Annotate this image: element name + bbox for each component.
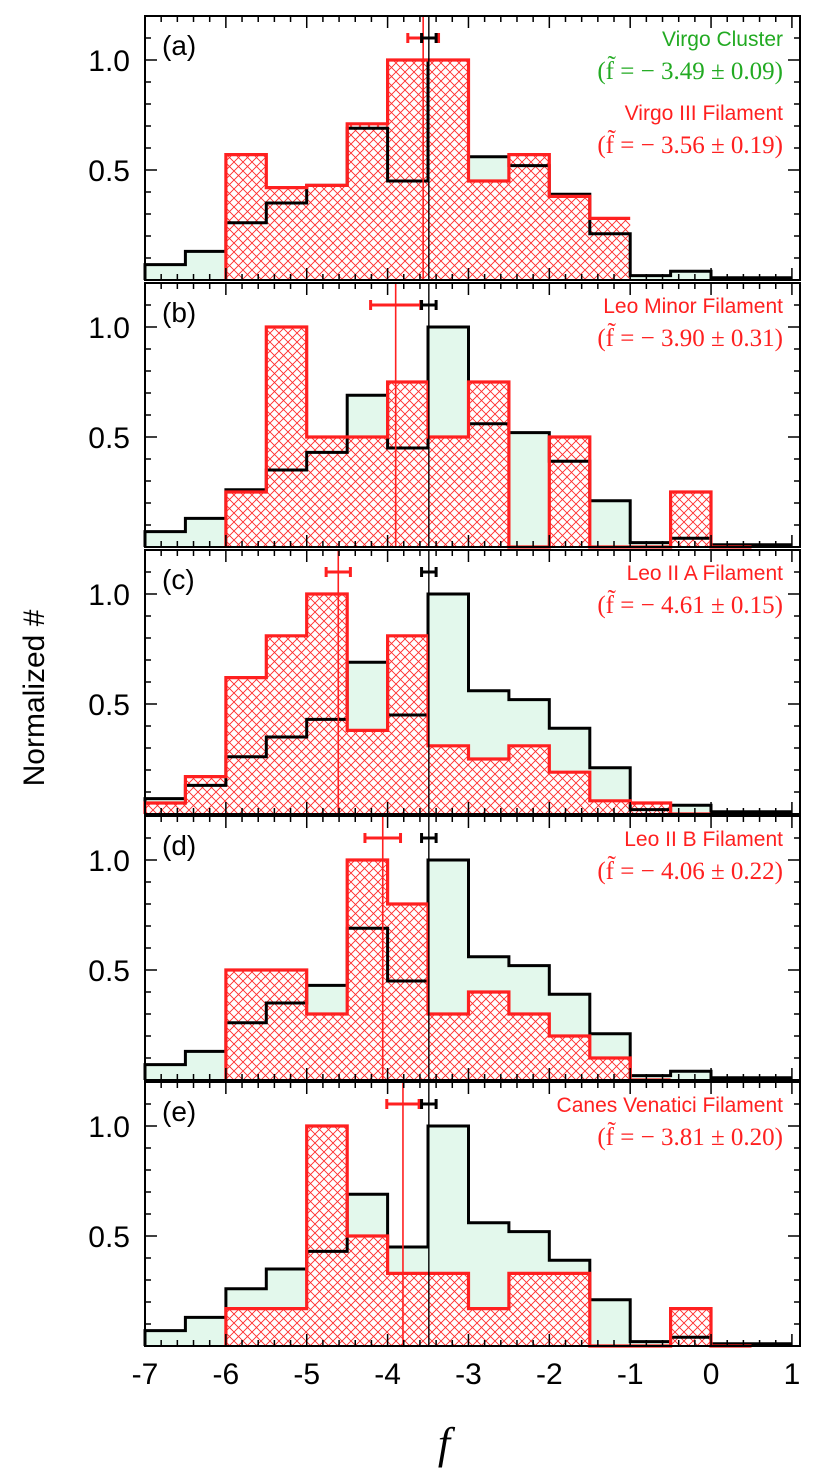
filament-legend-value: (f̃ = − 3.90 ± 0.31): [597, 323, 783, 352]
y-tick-label: 1.0: [88, 1111, 130, 1144]
y-tick-label: 0.5: [88, 155, 130, 188]
filament-histogram-hatch: [225, 1126, 752, 1346]
x-tick-label: -2: [536, 1358, 563, 1391]
cluster-legend-value: (f̃ = − 3.49 ± 0.09): [597, 56, 783, 85]
x-tick-label: -1: [617, 1358, 644, 1391]
x-tick-label: 1: [784, 1358, 801, 1391]
panel-e: 0.5 1.0 (e) Canes Venatici Filament (f̃ = − …: [88, 1081, 801, 1348]
panels: 0.5 1.0 (a) Virgo Cluster (f̃ = − 3.49 ± 0.0…: [88, 15, 801, 1391]
y-tick-label: 0.5: [88, 422, 130, 455]
x-tick-label: -6: [213, 1358, 240, 1391]
panel-label: (a): [162, 30, 196, 61]
y-axis-label: Normalized #: [18, 609, 51, 786]
panel-label: (e): [162, 1096, 196, 1127]
panel-b: 0.5 1.0 (b) Leo Minor Filament (f̃ = − 3.90 …: [88, 282, 801, 549]
panel-label: (c): [162, 564, 195, 595]
filament-legend-name: Leo II B Filament: [624, 828, 783, 851]
filament-legend-name: Virgo III Filament: [625, 102, 784, 125]
panel-label: (b): [162, 297, 196, 328]
filament-legend-name: Canes Venatici Filament: [557, 1094, 784, 1117]
panel-label: (d): [162, 830, 196, 861]
filament-legend-value: (f̃ = − 4.06 ± 0.22): [597, 856, 783, 885]
filament-histogram-line: [224, 58, 631, 280]
y-tick-label: 0.5: [88, 955, 130, 988]
x-axis-label: f: [438, 1419, 456, 1468]
filament-histogram-line: [143, 592, 711, 816]
filament-histogram-line: [224, 858, 671, 1082]
filament-legend-value: (f̃ = − 3.56 ± 0.19): [597, 130, 783, 159]
filament-histogram-hatch: [225, 327, 752, 547]
y-tick-label: 1.0: [88, 579, 130, 612]
filament-legend-name: Leo Minor Filament: [603, 295, 783, 318]
panel-a: 0.5 1.0 (a) Virgo Cluster (f̃ = − 3.49 ± 0.0…: [88, 15, 801, 281]
filament-histogram-line: [224, 1124, 752, 1348]
cluster-histogram-line: [143, 858, 792, 1080]
cluster-histogram-line: [143, 592, 792, 814]
cluster-histogram-line: [143, 325, 792, 547]
cluster-legend-name: Virgo Cluster: [662, 28, 783, 51]
y-tick-label: 1.0: [88, 312, 130, 345]
filament-legend-name: Leo II A Filament: [627, 562, 784, 585]
cluster-histogram-line: [143, 1124, 792, 1346]
x-tick-label: -7: [132, 1358, 159, 1391]
y-tick-label: 1.0: [88, 845, 130, 878]
x-tick-label: -3: [455, 1358, 482, 1391]
panel-d: 0.5 1.0 (d) Leo II B Filament (f̃ = − 4.06 ±…: [88, 815, 801, 1082]
panel-c: 0.5 1.0 (c) Leo II A Filament (f̃ = − 4.61 ±…: [88, 549, 801, 816]
x-tick-label: -5: [293, 1358, 320, 1391]
y-tick-label: 1.0: [88, 45, 130, 78]
filament-legend-value: (f̃ = − 4.61 ± 0.15): [597, 590, 783, 619]
filament-histogram-hatch: [225, 860, 671, 1080]
x-tick-label: 0: [703, 1358, 720, 1391]
filament-legend-value: (f̃ = − 3.81 ± 0.20): [597, 1122, 783, 1151]
x-tick-label: -4: [374, 1358, 401, 1391]
y-tick-label: 0.5: [88, 1221, 130, 1254]
y-tick-label: 0.5: [88, 689, 130, 722]
